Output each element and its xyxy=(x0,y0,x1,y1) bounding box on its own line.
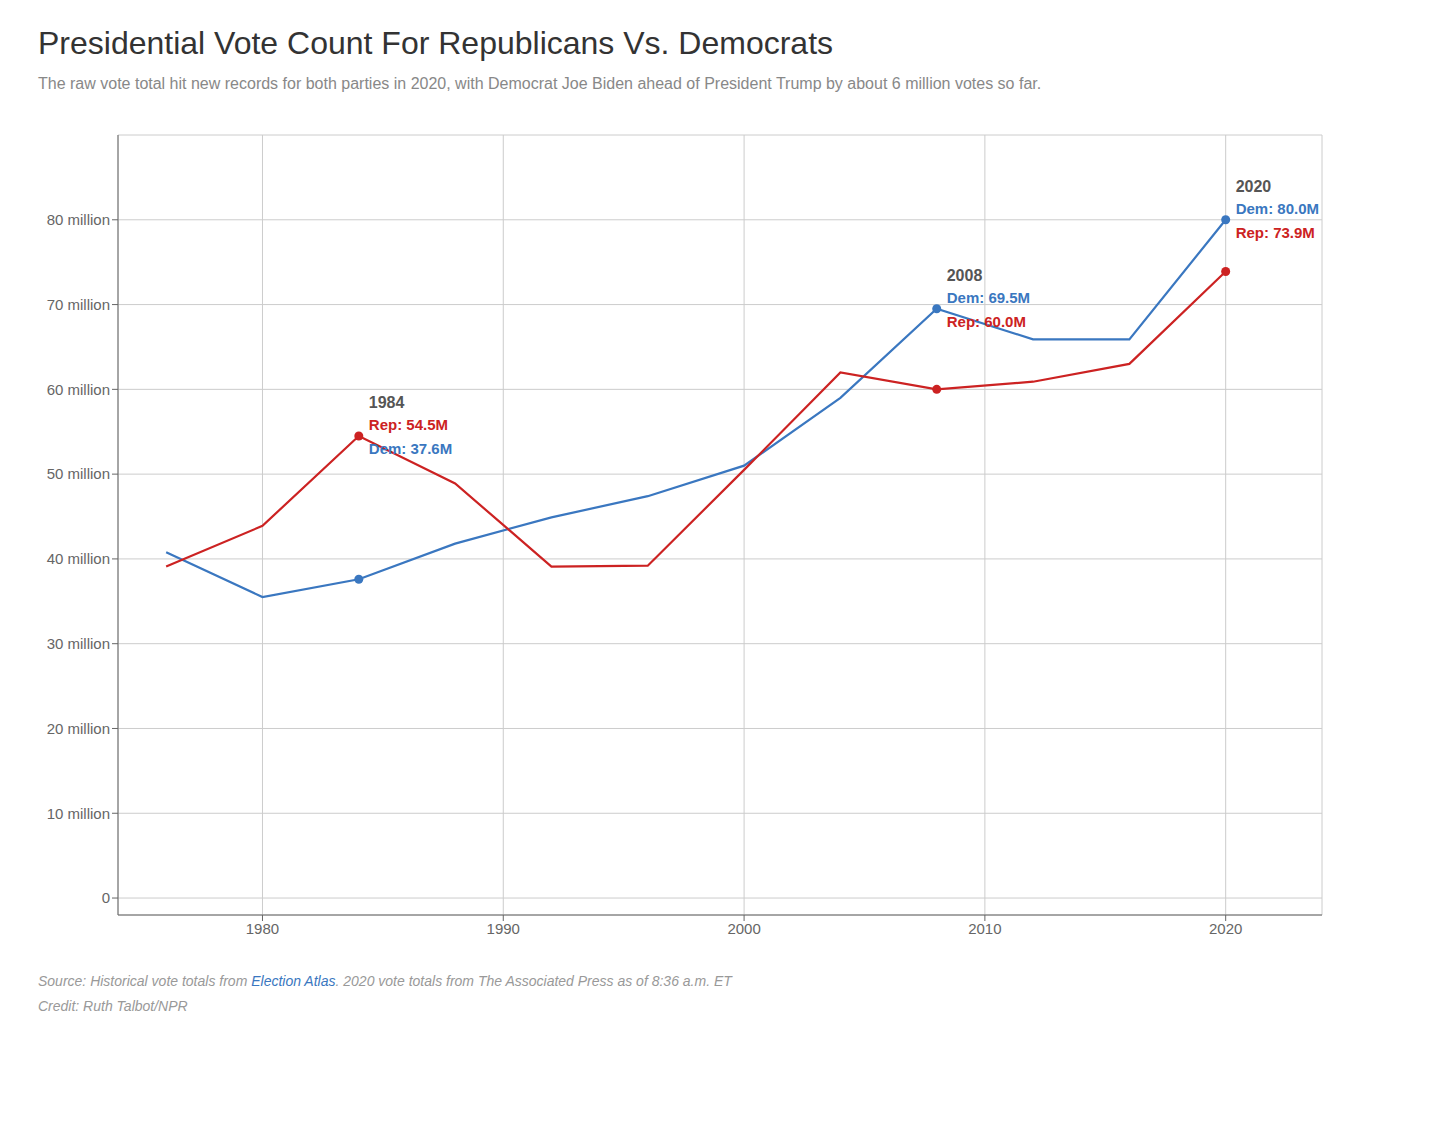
svg-text:2020: 2020 xyxy=(1209,920,1242,937)
html-text:The raw vote total hit new rec: The raw vote total hit new records for b… xyxy=(38,75,1042,93)
svg-text:30 million: 30 million xyxy=(47,635,110,652)
svg-text:Rep: 73.9M: Rep: 73.9M xyxy=(1236,224,1315,241)
svg-text:2000: 2000 xyxy=(727,920,760,937)
svg-text:1990: 1990 xyxy=(487,920,520,937)
html-text:Presidential Vote Count For Re: Presidential Vote Count For Republicans … xyxy=(38,25,833,61)
svg-text:80 million: 80 million xyxy=(47,211,110,228)
svg-text:2020: 2020 xyxy=(1236,178,1272,195)
svg-text:Dem: 80.0M: Dem: 80.0M xyxy=(1236,200,1319,217)
svg-text:40 million: 40 million xyxy=(47,550,110,567)
svg-text:60 million: 60 million xyxy=(47,381,110,398)
svg-text:70 million: 70 million xyxy=(47,296,110,313)
svg-text:Rep: 54.5M: Rep: 54.5M xyxy=(369,416,448,433)
svg-text:10 million: 10 million xyxy=(47,805,110,822)
svg-text:20 million: 20 million xyxy=(47,720,110,737)
svg-text:2008: 2008 xyxy=(947,267,983,284)
html-text:Credit: Ruth Talbot/NPR: Credit: Ruth Talbot/NPR xyxy=(38,998,188,1015)
svg-text:1984: 1984 xyxy=(369,394,405,411)
svg-text:0: 0 xyxy=(102,890,110,907)
html-text:Source: Historical vote totals: Source: Historical vote totals from Elec… xyxy=(38,973,732,990)
svg-text:2010: 2010 xyxy=(968,920,1001,937)
svg-text:Dem: 37.6M: Dem: 37.6M xyxy=(369,440,452,457)
svg-text:50 million: 50 million xyxy=(47,466,110,483)
svg-text:1980: 1980 xyxy=(246,920,279,937)
svg-text:Dem: 69.5M: Dem: 69.5M xyxy=(947,289,1030,306)
svg-text:Rep: 60.0M: Rep: 60.0M xyxy=(947,313,1026,330)
